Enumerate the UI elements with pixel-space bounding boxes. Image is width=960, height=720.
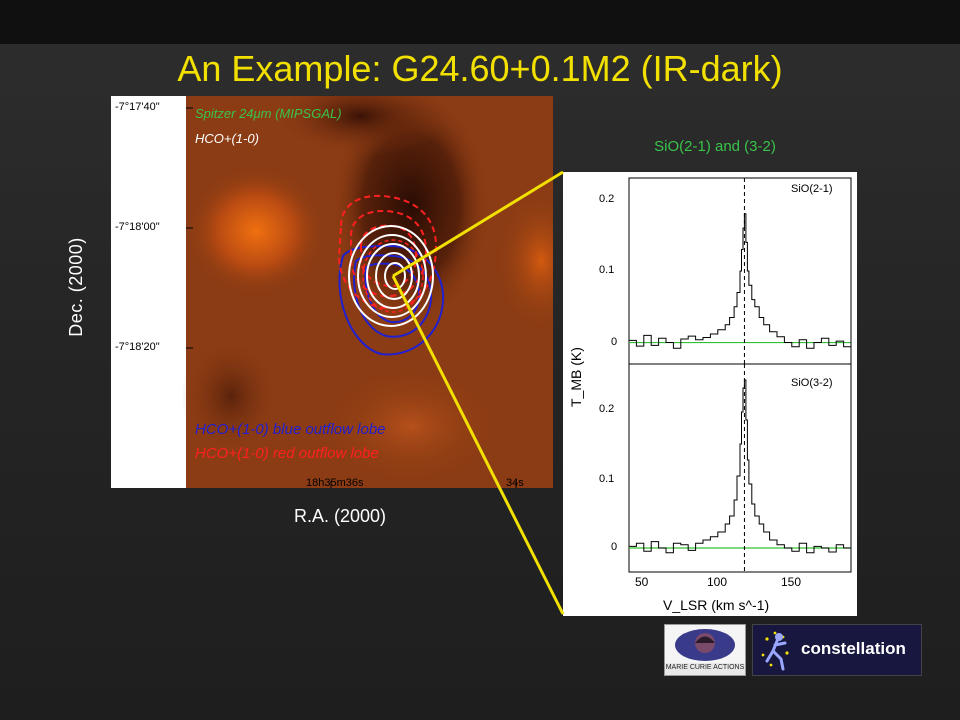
spectra-panel: SiO(2-1) SiO(3-2) 0.2 0.1 0 0.2 0.1 0 50… xyxy=(563,172,857,616)
bottom-ytick-3: 0 xyxy=(611,541,617,553)
constellation-logo: constellation xyxy=(752,624,922,676)
bottom-ytick-1: 0.2 xyxy=(599,403,614,415)
marie-curie-logo: MARIE CURIE ACTIONS xyxy=(664,624,746,676)
dec-tick-1: -7°17'40" xyxy=(115,101,160,113)
ra-tick-2: 34s xyxy=(506,477,524,488)
spectra-caption: SiO(2-1) and (3-2) xyxy=(654,138,776,155)
spectrum-line-0 xyxy=(629,213,852,349)
bottom-ytick-2: 0.1 xyxy=(599,473,614,485)
xtick-3: 150 xyxy=(781,575,801,589)
xtick-1: 50 xyxy=(635,575,649,589)
legend-hco: HCO+(1-0) xyxy=(195,131,259,146)
top-ytick-2: 0.1 xyxy=(599,264,614,276)
legend-spitzer: Spitzer 24μm (MIPSGAL) xyxy=(195,106,342,121)
panel-top-label: SiO(2-1) xyxy=(791,183,833,195)
slide-title: An Example: G24.60+0.1M2 (IR-dark) xyxy=(177,48,783,89)
dec-tick-3: -7°18'20" xyxy=(115,341,160,353)
bottom-panel-frame xyxy=(628,363,852,573)
legend-red-lobe: HCO+(1-0) red outflow lobe xyxy=(195,445,379,462)
marie-curie-logo-text: MARIE CURIE ACTIONS xyxy=(665,664,745,671)
top-bar xyxy=(0,0,960,44)
spectrum-line-1 xyxy=(629,379,852,554)
spitzer-map-panel: -7°17'40" -7°18'00" -7°18'20" 18h35m36s … xyxy=(111,76,586,489)
xtick-2: 100 xyxy=(707,575,727,589)
spectra-chart: SiO(2-1) SiO(3-2) 0.2 0.1 0 0.2 0.1 0 50… xyxy=(568,177,852,613)
spectra-x-axis-label: V_LSR (km s^-1) xyxy=(663,597,769,613)
spitzer-map: -7°17'40" -7°18'00" -7°18'20" 18h35m36s … xyxy=(115,76,586,489)
top-ytick-1: 0.2 xyxy=(599,193,614,205)
legend-blue-lobe: HCO+(1-0) blue outflow lobe xyxy=(195,421,386,438)
top-ytick-3: 0 xyxy=(611,336,617,348)
spectra-y-axis-label: T_MB (K) xyxy=(568,347,584,407)
dec-axis-label: Dec. (2000) xyxy=(66,237,86,337)
ra-axis-label: R.A. (2000) xyxy=(293,506,387,526)
constellation-logo-text: constellation xyxy=(801,639,906,658)
panel-bottom-label: SiO(3-2) xyxy=(791,377,833,389)
dec-tick-2: -7°18'00" xyxy=(115,221,160,233)
ra-tick-1: 18h35m36s xyxy=(306,477,364,488)
